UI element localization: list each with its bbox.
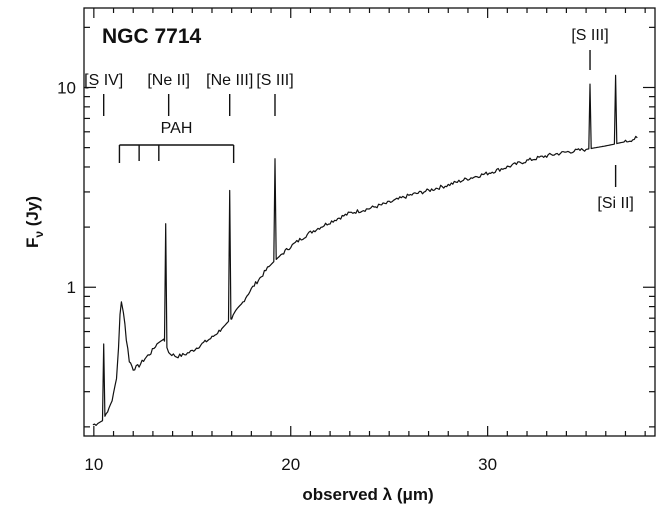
axis-ticks — [84, 8, 655, 436]
x-tick-label: 10 — [84, 455, 103, 474]
plot-title: NGC 7714 — [102, 25, 202, 48]
x-tick-label: 30 — [478, 455, 497, 474]
axis-tick-labels: 10 20 30 1 10 — [57, 78, 497, 474]
line-marker-label: [Ne III] — [206, 72, 253, 89]
y-axis-label: Fν (Jy) — [23, 196, 46, 248]
top-right-marker-label: [S III] — [571, 27, 608, 44]
y-tick-label: 10 — [57, 78, 76, 97]
x-axis-label: observed λ (μm) — [302, 485, 433, 504]
line-marker-label: [S III] — [256, 72, 293, 89]
pah-label: PAH — [161, 120, 193, 137]
x-tick-label: 20 — [281, 455, 300, 474]
line-marker-label: [Ne II] — [147, 72, 190, 89]
y-tick-label: 1 — [67, 278, 76, 297]
line-marker-label: [S IV] — [84, 72, 123, 89]
line-markers: [S IV] [Ne II] [Ne III] [S III][S III][Si I… — [84, 27, 634, 212]
spectrum-line — [92, 74, 638, 426]
bottom-right-marker-label: [Si II] — [597, 195, 633, 212]
spectrum-series — [92, 74, 638, 426]
